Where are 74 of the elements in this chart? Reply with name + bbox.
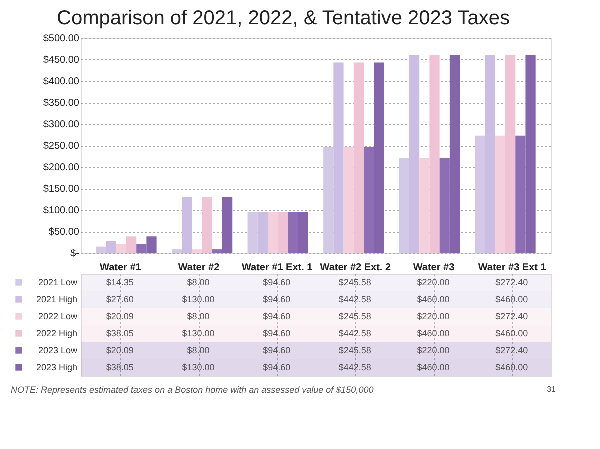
- data-label: $460.00: [417, 294, 450, 304]
- data-label: $220.00: [417, 278, 450, 288]
- data-label: $442.58: [338, 362, 372, 372]
- data-label: $38.05: [106, 328, 134, 338]
- data-label: $130.00: [182, 294, 215, 304]
- data-label: $8.00: [187, 312, 210, 322]
- bar: [126, 236, 137, 253]
- data-label: $272.40: [496, 312, 528, 322]
- data-label: $460.00: [496, 328, 528, 338]
- y-tick-label: $400.00: [43, 76, 80, 88]
- legend-label: 2021 Low: [38, 278, 78, 288]
- data-label: $245.58: [338, 346, 372, 356]
- bar: [116, 244, 126, 253]
- x-tick-label: Water #3 Ext 1: [478, 262, 547, 274]
- data-label: $38.05: [106, 362, 134, 372]
- chart-title: Comparison of 2021, 2022, & Tentative 2023 Taxes: [57, 8, 510, 30]
- data-label: $94.60: [263, 312, 291, 322]
- data-label: $94.60: [263, 328, 291, 338]
- y-tick-label: $100.00: [43, 206, 80, 216]
- x-tick-label: Water #1 Ext. 1: [242, 262, 314, 274]
- legend-label: 2023 High: [36, 362, 78, 372]
- y-tick-label: $250.00: [43, 141, 80, 152]
- legend-label: 2023 Low: [38, 346, 78, 356]
- data-label: $27.60: [106, 294, 134, 304]
- data-label: $460.00: [496, 294, 528, 304]
- y-tick-label: $450.00: [43, 55, 80, 66]
- data-label: $94.60: [263, 294, 291, 304]
- data-label: $460.00: [496, 362, 528, 372]
- x-tick-label: Water #2 Ext. 2: [320, 262, 392, 274]
- data-label: $220.00: [417, 346, 450, 356]
- bar: [344, 147, 354, 253]
- x-tick-label: Water #1: [100, 262, 142, 274]
- data-label: $20.09: [106, 346, 134, 356]
- y-tick-label: $300.00: [43, 120, 80, 130]
- data-label: $14.35: [106, 278, 134, 288]
- data-label: $130.00: [182, 362, 215, 372]
- y-tick-label: $50.00: [48, 227, 80, 238]
- bar: [278, 212, 288, 253]
- legend-label: 2021 High: [36, 294, 78, 304]
- y-tick-label: $350.00: [43, 98, 80, 109]
- data-label: $442.58: [338, 328, 372, 338]
- text: NOTE: Represents estimated taxes on a Boston home with an assessed value of $150,000: [11, 385, 374, 395]
- bar: [430, 55, 440, 253]
- data-label: $130.00: [182, 328, 215, 338]
- x-tick-label: Water #2: [178, 262, 220, 274]
- data-label: $245.58: [338, 312, 372, 322]
- bar: [202, 197, 212, 253]
- bar: [268, 212, 278, 253]
- data-label: $220.00: [417, 312, 450, 322]
- data-label: $442.58: [338, 294, 372, 304]
- data-label: $94.60: [263, 278, 291, 288]
- data-label: $272.40: [496, 346, 528, 356]
- data-label: $460.00: [417, 362, 450, 372]
- bar: [495, 136, 506, 253]
- data-label: $94.60: [263, 362, 291, 372]
- data-label: $94.60: [263, 346, 291, 356]
- data-label: $8.00: [187, 346, 210, 356]
- bar: [420, 158, 430, 253]
- data-label: $272.40: [496, 278, 528, 288]
- data-label: $460.00: [417, 328, 450, 338]
- bar: [192, 250, 202, 253]
- data-label: $20.09: [106, 312, 134, 322]
- legend-label: 2022 Low: [38, 312, 78, 322]
- legend-label: 2022 High: [36, 328, 78, 338]
- y-tick-label: $150.00: [43, 184, 80, 195]
- y-tick-label: $-: [70, 248, 80, 260]
- y-tick-label: $200.00: [43, 162, 80, 174]
- y-tick-label: $500.00: [43, 34, 80, 44]
- bar: [506, 55, 516, 253]
- data-label: $245.58: [338, 278, 372, 288]
- text: 31: [547, 385, 557, 394]
- bar: [354, 62, 364, 253]
- data-label: $8.00: [187, 278, 210, 288]
- x-tick-label: Water #3: [413, 262, 456, 274]
